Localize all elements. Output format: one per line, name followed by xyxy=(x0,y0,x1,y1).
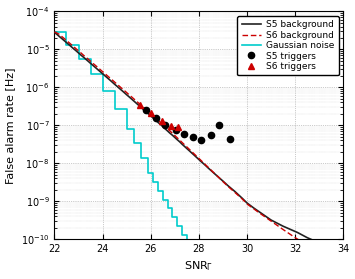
S6 triggers xyxy=(169,124,173,128)
S5 triggers xyxy=(228,137,232,140)
Gaussian noise xyxy=(156,189,160,192)
S6 triggers xyxy=(176,125,181,129)
Legend: S5 background, S6 background, Gaussian noise, S5 triggers, S6 triggers: S5 background, S6 background, Gaussian n… xyxy=(237,16,339,75)
S5 triggers xyxy=(163,123,167,126)
S6 triggers xyxy=(159,119,164,123)
Gaussian noise xyxy=(175,225,179,228)
Gaussian noise xyxy=(146,172,151,175)
S6 background xyxy=(151,114,155,117)
Gaussian noise xyxy=(170,216,175,219)
S5 triggers xyxy=(174,128,178,132)
Line: S5 triggers: S5 triggers xyxy=(143,107,233,143)
S5 triggers xyxy=(217,124,222,127)
S6 background xyxy=(149,112,153,116)
Gaussian noise xyxy=(125,127,129,131)
X-axis label: SNR$_{\Gamma}$: SNR$_{\Gamma}$ xyxy=(184,260,213,273)
S5 background xyxy=(341,249,345,252)
Gaussian noise xyxy=(197,266,201,269)
Gaussian noise xyxy=(139,156,143,159)
S6 triggers xyxy=(149,111,153,115)
S6 triggers xyxy=(138,103,142,106)
Gaussian noise xyxy=(151,181,155,184)
Line: Gaussian noise: Gaussian noise xyxy=(54,32,343,279)
S6 background xyxy=(52,30,56,33)
Line: S6 background: S6 background xyxy=(54,32,343,259)
S6 background xyxy=(91,62,95,65)
Gaussian noise xyxy=(180,233,184,237)
S6 background xyxy=(257,211,261,214)
S5 triggers xyxy=(182,132,187,135)
S5 triggers xyxy=(144,108,148,111)
Gaussian noise xyxy=(185,242,189,246)
S5 background xyxy=(209,169,213,172)
Line: S6 triggers: S6 triggers xyxy=(136,101,182,131)
Gaussian noise xyxy=(100,89,105,93)
S6 background xyxy=(110,78,114,82)
S5 background xyxy=(54,32,58,35)
Gaussian noise xyxy=(76,57,81,61)
S5 background xyxy=(60,37,64,40)
Gaussian noise xyxy=(190,251,194,255)
Gaussian noise xyxy=(52,31,56,34)
S5 triggers xyxy=(209,134,213,137)
S5 background xyxy=(146,112,151,116)
Line: S5 background: S5 background xyxy=(54,32,343,251)
S5 triggers xyxy=(191,135,195,138)
S5 background xyxy=(137,104,141,107)
S6 background xyxy=(341,258,345,261)
Gaussian noise xyxy=(132,141,136,144)
S5 background xyxy=(52,31,56,34)
S5 triggers xyxy=(199,138,203,141)
Gaussian noise xyxy=(88,73,93,76)
S5 background xyxy=(199,160,203,163)
Gaussian noise xyxy=(113,107,117,111)
Gaussian noise xyxy=(160,198,165,201)
Gaussian noise xyxy=(165,207,170,210)
Y-axis label: False alarm rate [Hz]: False alarm rate [Hz] xyxy=(6,67,16,184)
S5 triggers xyxy=(153,116,158,120)
Gaussian noise xyxy=(64,44,69,47)
S6 background xyxy=(88,59,93,63)
